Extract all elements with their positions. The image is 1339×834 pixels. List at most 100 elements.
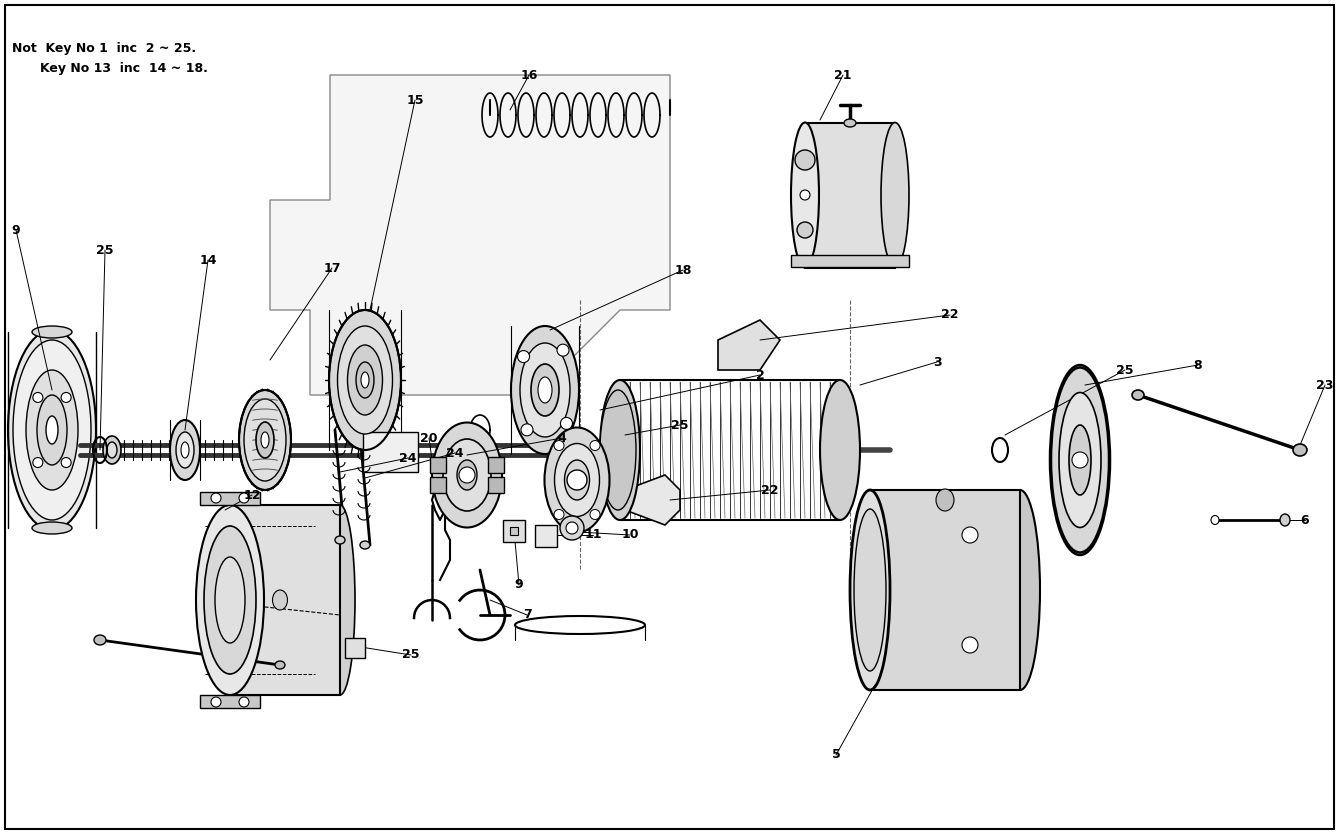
Ellipse shape xyxy=(538,377,552,403)
Ellipse shape xyxy=(181,442,189,458)
Ellipse shape xyxy=(274,661,285,669)
Text: 16: 16 xyxy=(521,68,538,82)
Text: 25: 25 xyxy=(1117,364,1134,376)
Circle shape xyxy=(590,440,600,450)
Ellipse shape xyxy=(362,372,370,388)
Ellipse shape xyxy=(1280,514,1289,526)
Ellipse shape xyxy=(348,345,383,415)
Ellipse shape xyxy=(554,444,600,516)
Circle shape xyxy=(561,418,573,430)
Circle shape xyxy=(590,510,600,520)
Ellipse shape xyxy=(850,490,890,690)
Polygon shape xyxy=(870,490,1020,690)
Ellipse shape xyxy=(261,432,269,448)
Ellipse shape xyxy=(1210,515,1218,525)
Ellipse shape xyxy=(32,522,72,534)
Text: 6: 6 xyxy=(1300,514,1310,526)
Text: 22: 22 xyxy=(762,484,779,496)
Ellipse shape xyxy=(432,423,502,527)
Text: 17: 17 xyxy=(323,262,340,274)
Circle shape xyxy=(459,467,475,483)
Text: 24: 24 xyxy=(399,451,416,465)
Circle shape xyxy=(795,150,815,170)
Ellipse shape xyxy=(204,526,256,674)
Ellipse shape xyxy=(356,362,374,398)
Ellipse shape xyxy=(46,416,58,444)
Polygon shape xyxy=(718,320,781,370)
Text: 14: 14 xyxy=(200,254,217,267)
Bar xyxy=(363,432,418,472)
Ellipse shape xyxy=(32,326,72,338)
Ellipse shape xyxy=(600,380,640,520)
Ellipse shape xyxy=(1131,390,1144,400)
Ellipse shape xyxy=(195,505,264,695)
Polygon shape xyxy=(270,75,670,395)
Circle shape xyxy=(799,190,810,200)
Ellipse shape xyxy=(94,635,106,645)
Ellipse shape xyxy=(565,460,589,500)
Text: 9: 9 xyxy=(514,579,524,591)
Circle shape xyxy=(521,424,533,436)
Text: 5: 5 xyxy=(832,748,841,761)
Text: 10: 10 xyxy=(621,529,639,541)
Bar xyxy=(536,525,557,547)
Ellipse shape xyxy=(170,420,200,480)
Ellipse shape xyxy=(107,442,116,458)
Text: 23: 23 xyxy=(1316,379,1334,391)
Ellipse shape xyxy=(103,436,121,464)
Ellipse shape xyxy=(1050,365,1110,555)
Text: 22: 22 xyxy=(941,309,959,321)
Bar xyxy=(503,520,525,542)
Circle shape xyxy=(212,697,221,707)
Circle shape xyxy=(566,522,578,534)
Bar xyxy=(430,457,446,473)
Circle shape xyxy=(62,458,71,468)
Ellipse shape xyxy=(273,590,288,610)
Circle shape xyxy=(554,440,564,450)
Ellipse shape xyxy=(13,340,91,520)
Ellipse shape xyxy=(1000,490,1040,690)
Circle shape xyxy=(212,493,221,503)
Ellipse shape xyxy=(25,370,78,490)
Text: 15: 15 xyxy=(406,93,423,107)
Bar xyxy=(430,477,446,493)
Ellipse shape xyxy=(329,310,400,450)
Text: 11: 11 xyxy=(584,529,601,541)
Ellipse shape xyxy=(791,123,819,268)
Circle shape xyxy=(557,344,569,356)
Ellipse shape xyxy=(819,380,860,520)
Ellipse shape xyxy=(335,536,345,544)
Ellipse shape xyxy=(325,505,355,695)
Ellipse shape xyxy=(8,330,96,530)
Text: Not  Key No 1  inc  2 ~ 25.: Not Key No 1 inc 2 ~ 25. xyxy=(12,42,195,55)
Polygon shape xyxy=(230,505,340,695)
Ellipse shape xyxy=(37,395,67,465)
Ellipse shape xyxy=(443,439,491,511)
Circle shape xyxy=(961,637,977,653)
Circle shape xyxy=(554,510,564,520)
Ellipse shape xyxy=(1293,444,1307,456)
Circle shape xyxy=(33,393,43,403)
Ellipse shape xyxy=(256,422,274,458)
Text: 2: 2 xyxy=(755,369,765,381)
Ellipse shape xyxy=(600,390,636,510)
Bar xyxy=(487,477,503,493)
Ellipse shape xyxy=(1069,425,1091,495)
Ellipse shape xyxy=(854,509,886,671)
Bar xyxy=(805,123,894,268)
Ellipse shape xyxy=(520,343,570,437)
Circle shape xyxy=(238,493,249,503)
Bar xyxy=(487,457,503,473)
Text: 25: 25 xyxy=(402,649,419,661)
Ellipse shape xyxy=(457,460,477,490)
Bar xyxy=(510,527,518,535)
Circle shape xyxy=(961,527,977,543)
Ellipse shape xyxy=(844,119,856,127)
Ellipse shape xyxy=(238,390,291,490)
Text: 12: 12 xyxy=(244,489,261,501)
Ellipse shape xyxy=(511,326,578,454)
Circle shape xyxy=(560,516,584,540)
Ellipse shape xyxy=(175,432,194,468)
Polygon shape xyxy=(625,475,680,525)
Text: 8: 8 xyxy=(1193,359,1202,371)
